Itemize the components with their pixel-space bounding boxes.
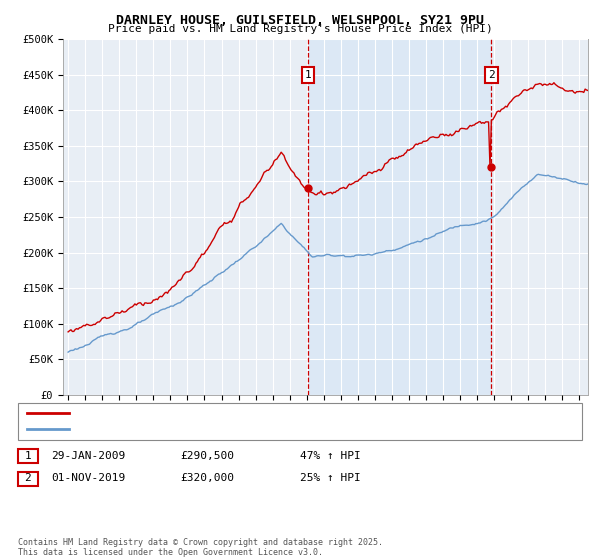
Text: 1: 1	[305, 70, 311, 80]
Text: £290,500: £290,500	[180, 451, 234, 461]
Text: DARNLEY HOUSE, GUILSFIELD, WELSHPOOL, SY21 9PU (detached house): DARNLEY HOUSE, GUILSFIELD, WELSHPOOL, SY…	[75, 408, 445, 418]
Bar	[308, 39, 491, 395]
Text: DARNLEY HOUSE, GUILSFIELD, WELSHPOOL, SY21 9PU: DARNLEY HOUSE, GUILSFIELD, WELSHPOOL, SY…	[116, 14, 484, 27]
Text: 1: 1	[25, 451, 31, 461]
Text: 29-JAN-2009: 29-JAN-2009	[51, 451, 125, 461]
Text: Contains HM Land Registry data © Crown copyright and database right 2025.
This d: Contains HM Land Registry data © Crown c…	[18, 538, 383, 557]
Text: £320,000: £320,000	[180, 473, 234, 483]
Text: Price paid vs. HM Land Registry's House Price Index (HPI): Price paid vs. HM Land Registry's House …	[107, 24, 493, 34]
Text: 2: 2	[488, 70, 495, 80]
Text: 25% ↑ HPI: 25% ↑ HPI	[300, 473, 361, 483]
Text: 47% ↑ HPI: 47% ↑ HPI	[300, 451, 361, 461]
Text: 01-NOV-2019: 01-NOV-2019	[51, 473, 125, 483]
Text: 2: 2	[25, 473, 31, 483]
Text: HPI: Average price, detached house, Powys: HPI: Average price, detached house, Powy…	[75, 424, 316, 435]
